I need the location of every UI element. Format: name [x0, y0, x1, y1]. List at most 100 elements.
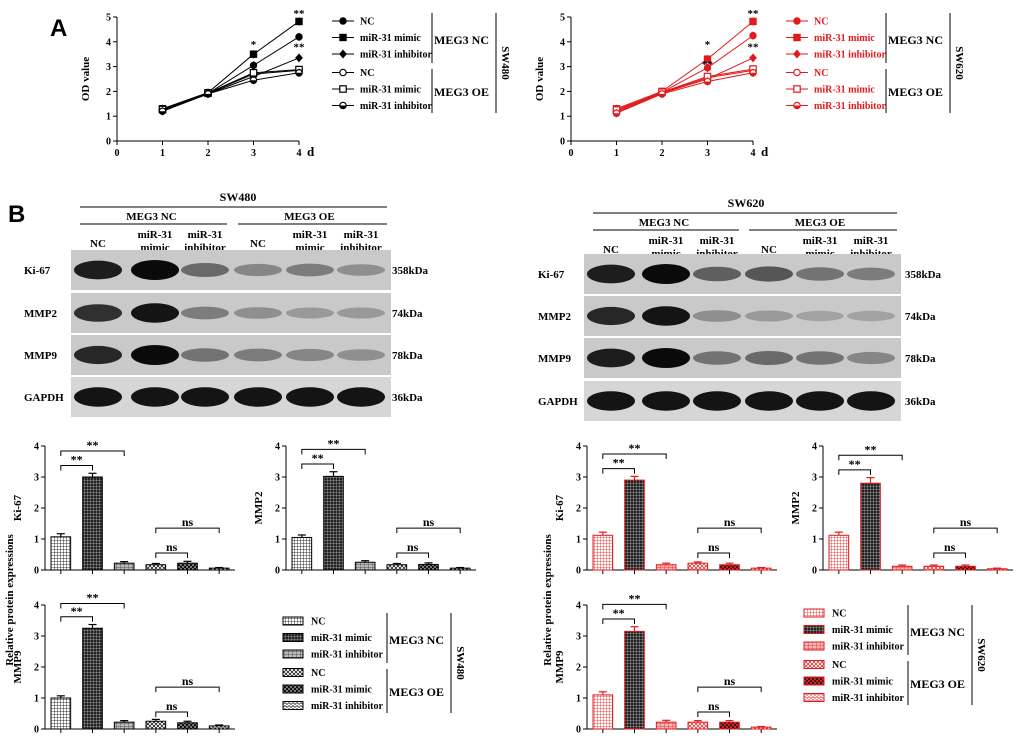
blot-size-label: 36kDa — [905, 396, 936, 408]
y-tick-label: 4 — [812, 442, 817, 453]
legend-label: miR-31 inhibitor — [832, 642, 905, 653]
data-point — [249, 68, 258, 77]
significance-ns: ns — [960, 515, 972, 529]
data-point — [295, 33, 303, 41]
blot-band — [693, 391, 741, 411]
blot-size-label: 358kDa — [392, 265, 429, 277]
y-tick-label: 1 — [275, 535, 280, 546]
y-tick-label: 0 — [576, 566, 581, 577]
significance-bracket — [933, 527, 998, 534]
od-legend-sw620: NC miR-31 mimic miR-31 inhibitor NC miR-31 m… — [786, 13, 965, 113]
blot-band — [131, 260, 179, 280]
series-line — [162, 72, 300, 112]
y-tick-label: 2 — [576, 663, 581, 674]
data-point — [749, 53, 757, 63]
y-tick-label: 1 — [812, 535, 817, 546]
legend-marker — [793, 33, 801, 42]
panel-label-b: B — [8, 201, 25, 228]
significance-mark: ** — [312, 451, 324, 465]
y-tick-label: 2 — [34, 663, 39, 674]
y-tick-label: 0 — [560, 137, 565, 148]
blot-row-mmp9: MMP9 78kDa — [538, 338, 936, 378]
panel-label-a: A — [50, 15, 67, 42]
data-point-half — [704, 81, 711, 85]
blot-band — [286, 387, 334, 407]
legend-label: NC — [311, 617, 325, 628]
blot-band — [847, 310, 895, 322]
significance-mark: ** — [328, 436, 340, 450]
significance-mark: ** — [748, 8, 760, 20]
blot-cell-line: SW620 — [728, 196, 765, 210]
y-tick-label: 1 — [106, 112, 111, 123]
legend-swatch — [803, 625, 825, 634]
y-tick-label: 4 — [275, 442, 280, 453]
blot-size-label: 358kDa — [905, 269, 942, 281]
x-tick-label: 3 — [251, 148, 256, 159]
y-tick-label: 4 — [576, 442, 581, 453]
y-tick-label: 3 — [275, 473, 280, 484]
y-tick-label: 3 — [34, 632, 39, 643]
y-tick-label: 3 — [106, 62, 111, 73]
y-tick-label: 2 — [560, 87, 565, 98]
significance-mark: ** — [629, 441, 641, 455]
legend-marker-half — [339, 105, 347, 109]
data-point-half — [613, 113, 620, 117]
significance-bracket — [602, 603, 667, 610]
bar — [687, 562, 709, 571]
significance-mark: ** — [702, 59, 714, 71]
legend-marker — [339, 85, 347, 93]
significance-bracket — [301, 448, 366, 455]
blot-group-meg3nc: MEG3 NC — [639, 217, 689, 229]
blot-band — [337, 387, 385, 407]
data-point-half — [250, 80, 257, 84]
significance-ns: ns — [182, 674, 194, 688]
y-tick-label: 1 — [560, 112, 565, 123]
significance-bracket — [60, 616, 93, 622]
bar — [986, 568, 1008, 571]
blot-band — [234, 348, 282, 362]
data-point — [703, 64, 712, 72]
bar — [145, 564, 167, 571]
data-point-half — [159, 111, 166, 115]
y-axis-label: MMP9 — [12, 650, 24, 683]
legend-label: NC — [814, 17, 828, 28]
bar — [208, 567, 230, 571]
y-tick-label: 1 — [576, 535, 581, 546]
significance-ns: ns — [724, 515, 736, 529]
y-axis-label: Ki-67 — [12, 494, 24, 521]
x-tick-label: 2 — [206, 148, 211, 159]
legend-marker — [339, 33, 347, 42]
blot-group-meg3oe: MEG3 OE — [795, 217, 845, 229]
shared-ylabel-sw480: Relative protein expressions — [4, 533, 16, 665]
significance-bracket — [60, 602, 125, 609]
blot-band — [337, 307, 385, 319]
blot-band — [286, 307, 334, 319]
x-tick-label: 3 — [705, 148, 710, 159]
bar — [750, 726, 772, 730]
legend-label: miR-31 mimic — [814, 85, 875, 96]
x-tick-label: 0 — [115, 148, 120, 159]
series-line — [616, 21, 754, 110]
legend-label: miR-31 inhibitor — [311, 701, 384, 712]
significance-ns: ns — [407, 540, 419, 554]
blot-band — [131, 387, 179, 407]
significance-mark: ** — [613, 606, 625, 620]
blot-band — [74, 387, 122, 407]
legend-swatch — [282, 701, 304, 710]
legend-label: miR-31 inhibitor — [311, 650, 384, 661]
y-tick-label: 1 — [34, 535, 39, 546]
bar — [145, 720, 167, 730]
blot-band — [286, 263, 334, 277]
blot-band — [74, 260, 122, 280]
significance-ns: ns — [182, 515, 194, 529]
y-axis-label: MMP2 — [790, 491, 802, 524]
bar — [113, 562, 135, 571]
significance-ns: ns — [708, 699, 720, 713]
blot-band — [234, 263, 282, 277]
bar — [624, 479, 645, 571]
legend-swatch — [803, 641, 825, 651]
blot-band — [234, 307, 282, 319]
blot-group-meg3oe: MEG3 OE — [284, 211, 334, 223]
